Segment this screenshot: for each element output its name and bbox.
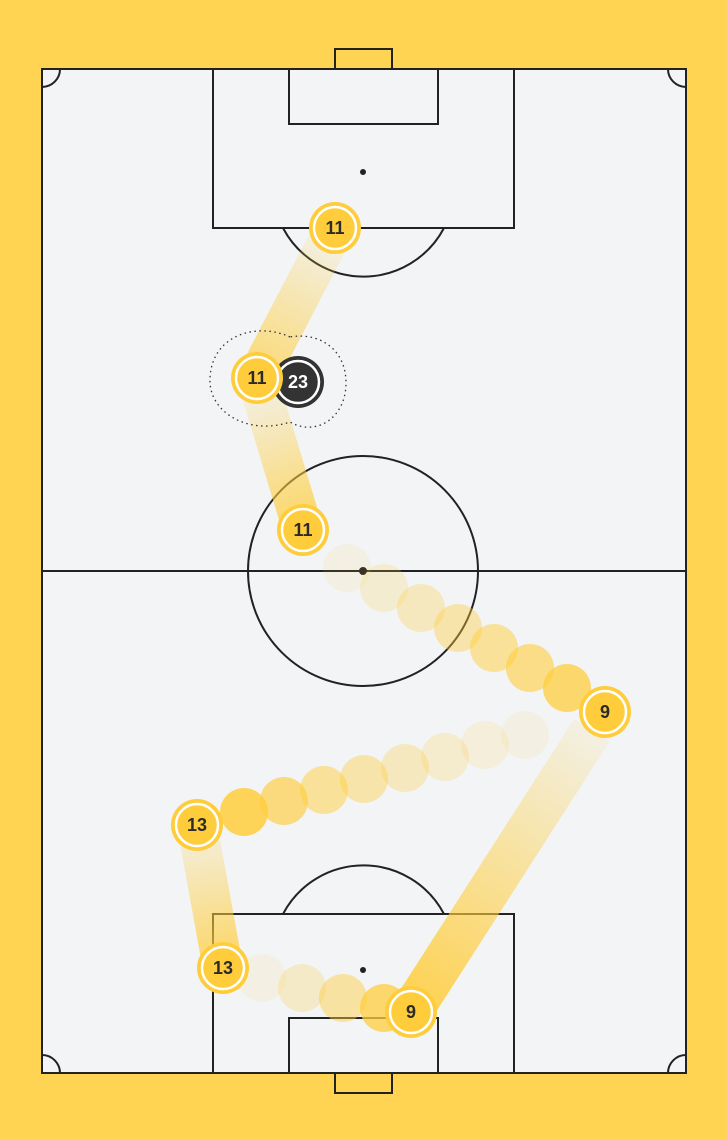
top-penalty-arc xyxy=(282,227,445,278)
player-11-end[interactable]: 11 xyxy=(277,504,329,556)
player-ring-inner xyxy=(312,205,358,251)
dribble-step xyxy=(461,721,509,769)
dribble-step xyxy=(319,974,367,1022)
center-circle xyxy=(247,455,479,687)
dribble-step xyxy=(397,584,445,632)
player-ring-inner xyxy=(234,355,280,401)
dribble-step xyxy=(323,544,371,592)
player-ring xyxy=(197,942,249,994)
player-23-defender[interactable]: 23 xyxy=(272,356,324,408)
corner-arc-top-right xyxy=(667,68,687,88)
bottom-penalty-spot xyxy=(360,967,366,973)
player-number: 11 xyxy=(325,218,344,238)
player-number: 11 xyxy=(293,520,312,540)
run-trail-11-second xyxy=(237,372,323,536)
top-penalty-spot xyxy=(360,169,366,175)
bottom-penalty-arc xyxy=(282,864,445,915)
dribble-path-center-to-9 xyxy=(323,544,591,712)
player-ring xyxy=(309,202,361,254)
dribble-step xyxy=(470,624,518,672)
dribble-step xyxy=(220,788,268,836)
dribble-step xyxy=(278,964,326,1012)
player-ring-inner xyxy=(582,689,628,735)
player-number: 11 xyxy=(247,368,266,388)
top-goal-area xyxy=(288,68,439,125)
dribble-path-9-to-13 xyxy=(220,711,549,836)
dribble-path-13-to-9 xyxy=(238,954,408,1032)
player-number: 9 xyxy=(600,702,610,722)
player-number: 13 xyxy=(213,958,233,978)
dribble-step xyxy=(421,733,469,781)
player-ring xyxy=(277,504,329,556)
player-13-box[interactable]: 13 xyxy=(197,942,249,994)
dribble-step xyxy=(506,644,554,692)
bottom-goal xyxy=(334,1072,393,1094)
dribble-step xyxy=(434,604,482,652)
player-ring xyxy=(579,686,631,738)
corner-arc-top-left xyxy=(41,68,61,88)
player-13-wide[interactable]: 13 xyxy=(171,799,223,851)
run-trail-11-first xyxy=(239,218,353,388)
player-number: 9 xyxy=(406,1002,416,1022)
player-9-finish[interactable]: 9 xyxy=(385,986,437,1038)
corner-arc-bottom-right xyxy=(667,1054,687,1074)
center-spot xyxy=(359,567,367,575)
dribble-step xyxy=(381,744,429,792)
run-trail-9 xyxy=(393,718,610,1024)
player-9-receive[interactable]: 9 xyxy=(579,686,631,738)
player-11-start[interactable]: 11 xyxy=(309,202,361,254)
player-ring-inner xyxy=(280,507,326,553)
player-ring xyxy=(171,799,223,851)
top-goal xyxy=(334,48,393,70)
player-11-duel[interactable]: 11 xyxy=(231,352,283,404)
dribble-step xyxy=(300,766,348,814)
dribble-step xyxy=(543,664,591,712)
player-ring-inner xyxy=(388,989,434,1035)
dribble-step xyxy=(360,564,408,612)
player-ring xyxy=(385,986,437,1038)
player-ring xyxy=(231,352,283,404)
player-ring-inner xyxy=(200,945,246,991)
player-number: 13 xyxy=(187,815,207,835)
corner-arc-bottom-left xyxy=(41,1054,61,1074)
dribble-step xyxy=(340,755,388,803)
dribble-step xyxy=(238,954,286,1002)
dribble-step xyxy=(260,777,308,825)
player-ring xyxy=(272,356,324,408)
player-number: 23 xyxy=(288,372,308,392)
player-ring-inner xyxy=(174,802,220,848)
dribble-step xyxy=(501,711,549,759)
